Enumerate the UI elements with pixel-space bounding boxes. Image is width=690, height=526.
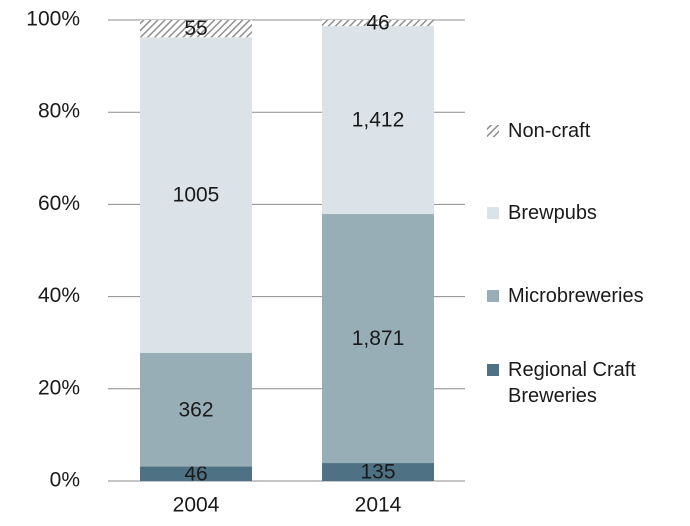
bar-segment — [140, 20, 252, 38]
data-label: 1,871 — [352, 327, 405, 350]
bar-segment — [140, 352, 252, 467]
data-label: 46 — [366, 12, 389, 35]
bar-segment — [322, 463, 434, 481]
y-tick-label: 60% — [38, 192, 80, 215]
legend-label: Microbreweries — [508, 285, 644, 307]
legend-swatch — [487, 290, 499, 302]
bar-segment — [322, 26, 434, 215]
bar-segment — [322, 214, 434, 464]
data-label: 46 — [184, 462, 207, 485]
data-label: 1005 — [173, 184, 220, 207]
legend-swatch — [487, 125, 499, 137]
y-tick-label: 80% — [38, 100, 80, 123]
legend-swatch — [487, 364, 499, 376]
y-tick-label: 40% — [38, 284, 80, 307]
legend-label: Non-craft — [508, 120, 591, 142]
bar-segment — [140, 466, 252, 481]
data-label: 135 — [360, 461, 395, 484]
bar-segment — [140, 37, 252, 353]
data-label: 55 — [184, 17, 207, 40]
x-tick-label: 2014 — [355, 494, 402, 517]
legend-swatch — [487, 207, 499, 219]
bar-segment — [322, 20, 434, 27]
y-tick-label: 20% — [38, 376, 80, 399]
legend-label: Brewpubs — [508, 202, 597, 224]
y-tick-label: 0% — [50, 469, 80, 492]
legend-label: Regional Craft Breweries — [508, 359, 636, 407]
data-label: 1,412 — [352, 109, 405, 132]
y-tick-label: 100% — [26, 8, 80, 31]
x-tick-label: 2004 — [173, 494, 220, 517]
data-label: 362 — [178, 398, 213, 421]
